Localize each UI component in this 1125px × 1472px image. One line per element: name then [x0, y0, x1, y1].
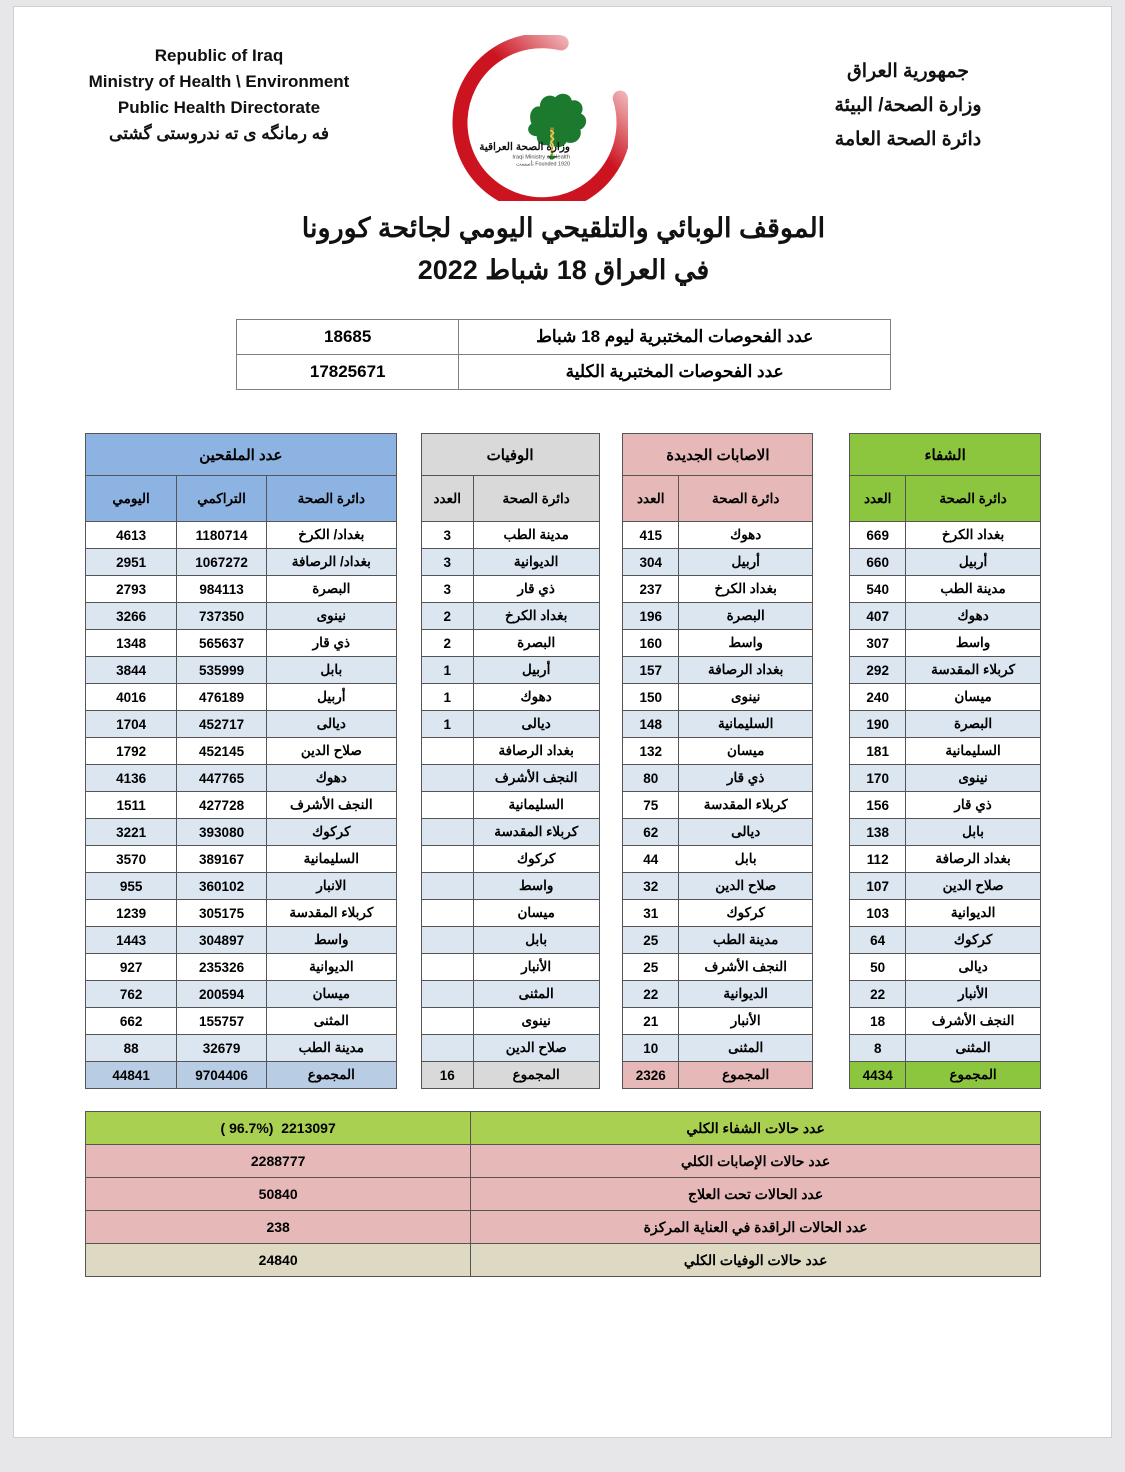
- svg-text:Iraqi Ministry of Health: Iraqi Ministry of Health: [512, 155, 570, 161]
- svg-text:Founded 1920 تأسست: Founded 1920 تأسست: [516, 160, 570, 168]
- svg-text:وزارة الصحة العراقية: وزارة الصحة العراقية: [479, 141, 570, 153]
